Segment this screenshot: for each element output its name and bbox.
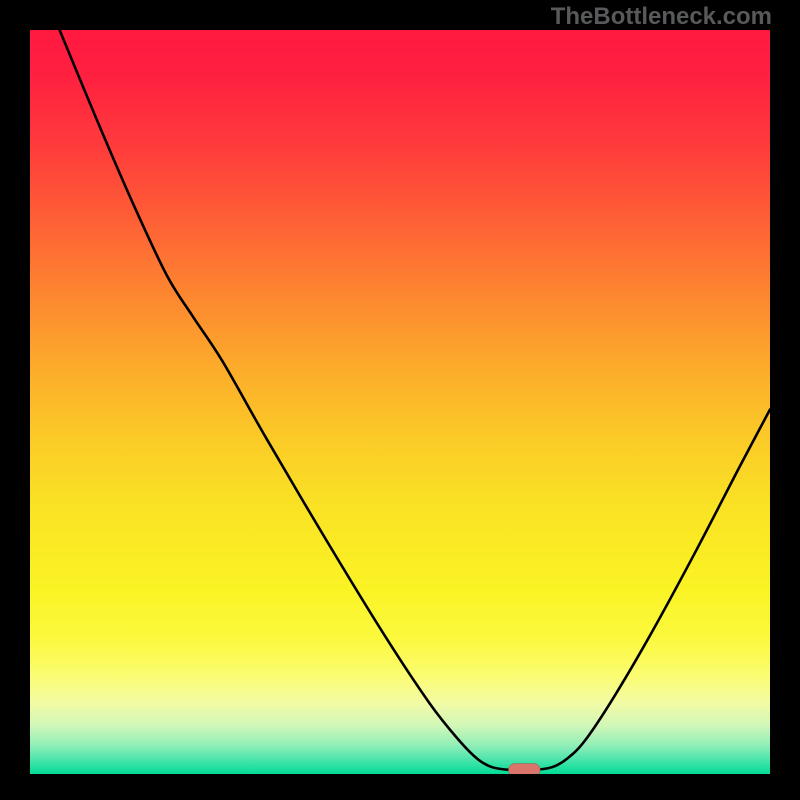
chart-svg [30,30,770,774]
gradient-background [30,30,770,774]
chart-frame: TheBottleneck.com [0,0,800,800]
optimal-marker [508,764,540,774]
watermark-text: TheBottleneck.com [551,3,772,31]
plot-area [30,30,770,774]
